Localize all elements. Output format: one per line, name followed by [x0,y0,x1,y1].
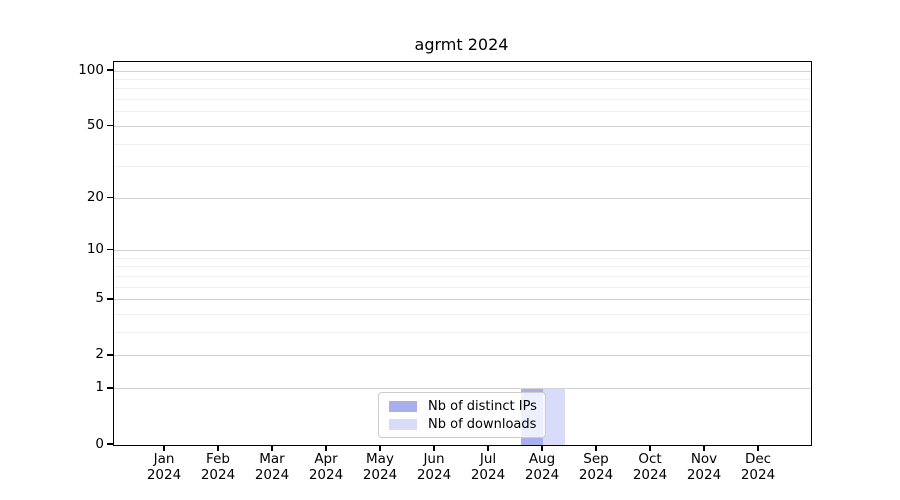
y-axis-tick-mark [107,443,113,445]
x-tick-month: Oct [638,451,662,467]
legend-label: Nb of distinct IPs [428,398,537,414]
x-axis-tick-mark [163,445,165,451]
x-axis-tick-mark [487,445,489,451]
x-tick-month: Sep [583,451,609,467]
x-tick-year: 2024 [200,467,236,483]
y-gridline-minor [114,166,811,168]
y-axis-tick-mark [107,196,113,199]
y-gridline-minor [114,275,811,277]
legend-item-nb-of-downloads: Nb of downloads [385,415,539,433]
x-axis-tick-label: Jan 2024 [137,451,191,483]
x-tick-month: Jan [153,451,175,467]
x-axis-tick-mark [433,445,435,451]
x-tick-month: Aug [528,451,556,467]
y-gridline-major [114,125,811,127]
y-gridline-minor [114,88,811,90]
chart-title: agrmt 2024 [414,35,509,54]
x-tick-month: Mar [259,451,285,467]
x-axis-tick-mark [379,445,381,451]
legend-swatch-nb-of-distinct-ips [389,400,417,412]
x-axis-tick-label: Mar 2024 [245,451,299,483]
x-axis-tick-mark [649,445,651,451]
x-axis-tick-label: Sep 2024 [569,451,623,483]
x-tick-year: 2024 [362,467,398,483]
x-tick-month: Nov [690,451,718,467]
legend-swatch-nb-of-downloads [389,418,417,430]
y-gridline-minor [114,314,811,316]
x-axis-tick-mark [757,445,759,451]
y-axis-tick-label: 20 [86,188,104,205]
x-tick-month: Apr [314,451,338,467]
x-axis-tick-label: Aug 2024 [515,451,569,483]
y-axis-tick-label: 1 [95,379,104,396]
x-tick-year: 2024 [470,467,506,483]
y-gridline-minor [114,266,811,268]
y-axis-tick-mark [107,69,113,71]
x-tick-year: 2024 [524,467,560,483]
x-axis-tick-label: Dec 2024 [731,451,785,483]
x-tick-year: 2024 [578,467,614,483]
x-tick-year: 2024 [740,467,776,483]
y-axis-tick-mark [107,354,113,356]
y-axis-tick-mark [107,124,113,127]
y-axis-tick-mark [107,387,113,389]
x-tick-month: Dec [744,451,772,467]
x-tick-month: Feb [206,451,230,467]
y-axis-tick-label: 2 [95,346,104,363]
x-tick-month: May [366,451,394,467]
x-tick-year: 2024 [632,467,668,483]
x-axis-tick-label: Nov 2024 [677,451,731,483]
y-gridline-minor [114,99,811,101]
x-tick-year: 2024 [308,467,344,483]
x-tick-year: 2024 [686,467,722,483]
y-gridline-major [114,299,811,301]
y-axis-tick-label: 50 [86,116,104,133]
x-axis-tick-label: Apr 2024 [299,451,353,483]
y-axis-tick-label: 5 [95,290,104,307]
y-gridline-minor [114,257,811,259]
y-gridline-major [114,355,811,357]
x-tick-year: 2024 [254,467,290,483]
x-axis-tick-mark [541,445,543,451]
x-axis-tick-mark [703,445,705,451]
y-axis-tick-label: 100 [78,61,104,78]
y-axis-tick-label: 10 [86,241,104,258]
y-axis-tick-label: 0 [95,435,104,452]
y-gridline-major [114,250,811,252]
x-axis-tick-mark [217,445,219,451]
legend: Nb of distinct IPs Nb of downloads [378,392,546,438]
y-axis-tick-mark [107,248,113,251]
legend-label: Nb of downloads [428,416,537,432]
x-tick-month: Jul [479,451,497,467]
y-gridline-minor [114,78,811,80]
y-gridline-minor [114,143,811,145]
legend-item-nb-of-distinct-ips: Nb of distinct IPs [385,397,539,415]
y-gridline-minor [114,332,811,334]
x-axis-tick-label: Jul 2024 [461,451,515,483]
y-gridline-minor [114,286,811,288]
x-axis-tick-mark [325,445,327,451]
x-axis-tick-label: Jun 2024 [407,451,461,483]
y-axis-tick-mark [107,298,113,300]
y-gridline-major [114,388,811,390]
x-axis-tick-mark [271,445,273,451]
x-tick-year: 2024 [416,467,452,483]
x-tick-year: 2024 [146,467,182,483]
bar-nb-of-downloads [543,388,565,445]
x-axis-tick-label: May 2024 [353,451,407,483]
x-tick-month: Jun [423,451,445,467]
y-gridline-minor [114,111,811,113]
y-gridline-major [114,197,811,199]
plot-area: Nb of distinct IPs Nb of downloads [113,61,812,446]
y-gridline-major [114,70,811,72]
x-axis-tick-mark [595,445,597,451]
x-axis-tick-label: Oct 2024 [623,451,677,483]
x-axis-tick-label: Feb 2024 [191,451,245,483]
